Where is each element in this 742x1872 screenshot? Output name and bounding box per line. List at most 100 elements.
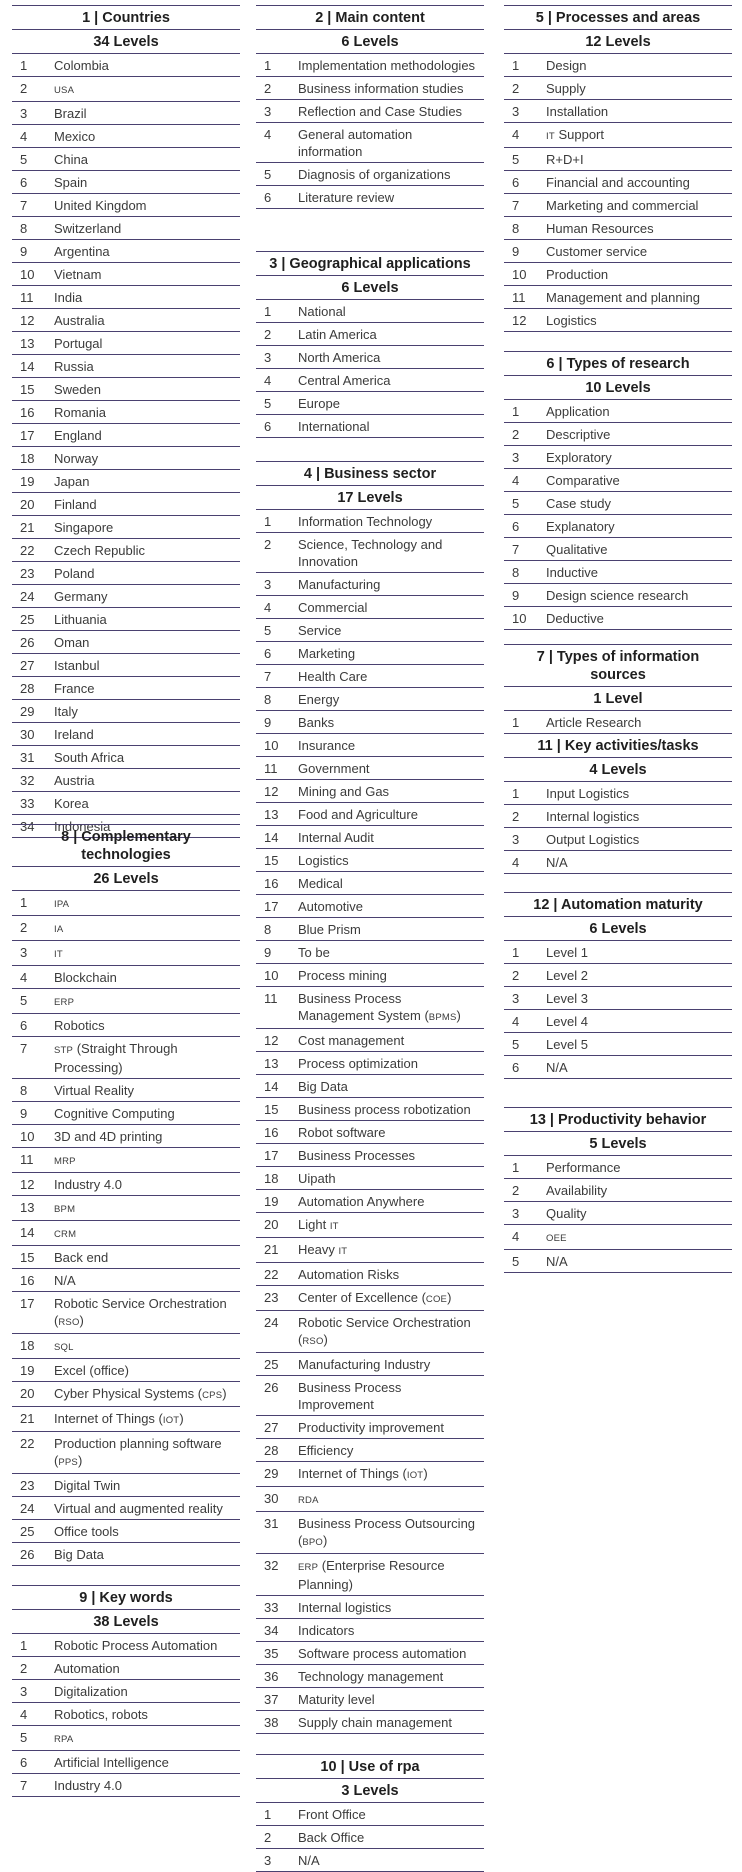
row-label: Explanatory <box>546 519 615 534</box>
row-number: 21 <box>264 1242 279 1257</box>
row-number: 2 <box>264 537 272 552</box>
row-label: Medical <box>298 876 343 891</box>
table-row: 27 Istanbul <box>12 653 240 676</box>
row-number: 3 <box>20 106 28 121</box>
table-row: 4 General automation information <box>256 122 484 162</box>
section-productivity: 13 | Productivity behavior 5 Levels 1 Perfo… <box>504 1107 732 1273</box>
row-number: 15 <box>20 382 35 397</box>
table-row: 4 Robotics, robots <box>12 1702 240 1725</box>
table-row: 5 RPA <box>12 1725 240 1750</box>
table-row: 3 Installation <box>504 99 732 122</box>
section-complementary: 8 | Complementary technologies 26 Levels 1… <box>12 824 240 1566</box>
row-number: 1 <box>20 58 28 73</box>
row-number: 3 <box>20 1684 28 1699</box>
table-row: 1 Information Technology <box>256 509 484 532</box>
row-number: 16 <box>20 405 35 420</box>
row-label: Ireland <box>54 727 94 742</box>
table-row: 1 National <box>256 299 484 322</box>
row-label: Colombia <box>54 58 109 73</box>
row-number: 29 <box>20 704 35 719</box>
row-number: 14 <box>20 1225 35 1240</box>
row-label: Vietnam <box>54 267 102 282</box>
table-row: 22 Production planning software (PPS) <box>12 1431 240 1473</box>
section-title: 3 | Geographical applications <box>256 251 484 275</box>
row-label: Level 5 <box>546 1037 588 1052</box>
row-label: Europe <box>298 396 340 411</box>
table-row: 3 N/A <box>256 1848 484 1872</box>
row-number: 12 <box>512 313 527 328</box>
row-number: 3 <box>512 991 520 1006</box>
row-label: Performance <box>546 1160 621 1175</box>
row-label: N/A <box>546 1254 568 1269</box>
levels-count: 6 Levels <box>256 29 484 53</box>
row-label: Manufacturing <box>298 577 381 592</box>
table-row: 32 Austria <box>12 768 240 791</box>
table-row: 15 Logistics <box>256 848 484 871</box>
table-row: 7 Industry 4.0 <box>12 1773 240 1797</box>
row-number: 10 <box>264 968 279 983</box>
row-number: 2 <box>512 427 520 442</box>
row-label: Productivity improvement <box>298 1420 444 1435</box>
row-number: 18 <box>20 1338 35 1353</box>
table-row: 15 Business process robotization <box>256 1097 484 1120</box>
row-number: 38 <box>264 1715 279 1730</box>
table-row: 12 Industry 4.0 <box>12 1172 240 1195</box>
row-label: N/A <box>298 1853 320 1868</box>
table-row: 16 N/A <box>12 1268 240 1291</box>
row-number: 2 <box>512 1183 520 1198</box>
row-label: Supply <box>546 81 586 96</box>
table-row: 25 Office tools <box>12 1519 240 1542</box>
row-number: 3 <box>512 832 520 847</box>
table-row: 5 ERP <box>12 988 240 1013</box>
table-row: 12 Mining and Gas <box>256 779 484 802</box>
table-row: 11 Management and planning <box>504 285 732 308</box>
table-row: 6 International <box>256 414 484 438</box>
table-row: 30 Ireland <box>12 722 240 745</box>
levels-count: 26 Levels <box>12 866 240 890</box>
row-label: ERP (Enterprise Resource Planning) <box>298 1558 445 1592</box>
row-label: Installation <box>546 104 609 119</box>
table-row: 6 Explanatory <box>504 514 732 537</box>
table-row: 25 Lithuania <box>12 607 240 630</box>
row-label: Blockchain <box>54 970 117 985</box>
row-label: Design science research <box>546 588 689 603</box>
row-label: Argentina <box>54 244 110 259</box>
row-number: 4 <box>20 1707 28 1722</box>
row-label: Information Technology <box>298 514 433 529</box>
row-number: 9 <box>512 588 520 603</box>
table-row: 4 Comparative <box>504 468 732 491</box>
table-row: 10 Deductive <box>504 606 732 630</box>
table-row: 3 Exploratory <box>504 445 732 468</box>
table-row: 6 Robotics <box>12 1013 240 1036</box>
row-number: 15 <box>20 1250 35 1265</box>
row-number: 5 <box>264 623 272 638</box>
row-number: 25 <box>264 1357 279 1372</box>
row-number: 32 <box>20 773 35 788</box>
table-row: 5 R+D+I <box>504 147 732 170</box>
row-label: Logistics <box>298 853 349 868</box>
table-row: 1 Level 1 <box>504 940 732 963</box>
row-label: Manufacturing Industry <box>298 1357 431 1372</box>
table-row: 31 South Africa <box>12 745 240 768</box>
row-number: 1 <box>264 514 272 529</box>
table-row: 33 Internal logistics <box>256 1595 484 1618</box>
table-row: 5 Europe <box>256 391 484 414</box>
row-label: Germany <box>54 589 108 604</box>
row-number: 14 <box>264 830 279 845</box>
row-label: Digital Twin <box>54 1478 121 1493</box>
row-number: 4 <box>264 127 272 142</box>
row-label: CRM <box>54 1229 77 1240</box>
table-row: 29 Internet of Things (IOT) <box>256 1461 484 1486</box>
table-row: 19 Automation Anywhere <box>256 1189 484 1212</box>
row-number: 13 <box>264 807 279 822</box>
table-row: 2 Availability <box>504 1178 732 1201</box>
table-row: 4 Blockchain <box>12 965 240 988</box>
table-row: 24 Germany <box>12 584 240 607</box>
table-row: 5 Diagnosis of organizations <box>256 162 484 185</box>
row-number: 4 <box>512 855 520 870</box>
row-label: Excel (office) <box>54 1363 129 1378</box>
section-main: 2 | Main content 6 Levels 1 Implementation … <box>256 5 484 209</box>
table-row: 12 Cost management <box>256 1028 484 1051</box>
row-number: 5 <box>512 496 520 511</box>
row-label: Portugal <box>54 336 103 351</box>
